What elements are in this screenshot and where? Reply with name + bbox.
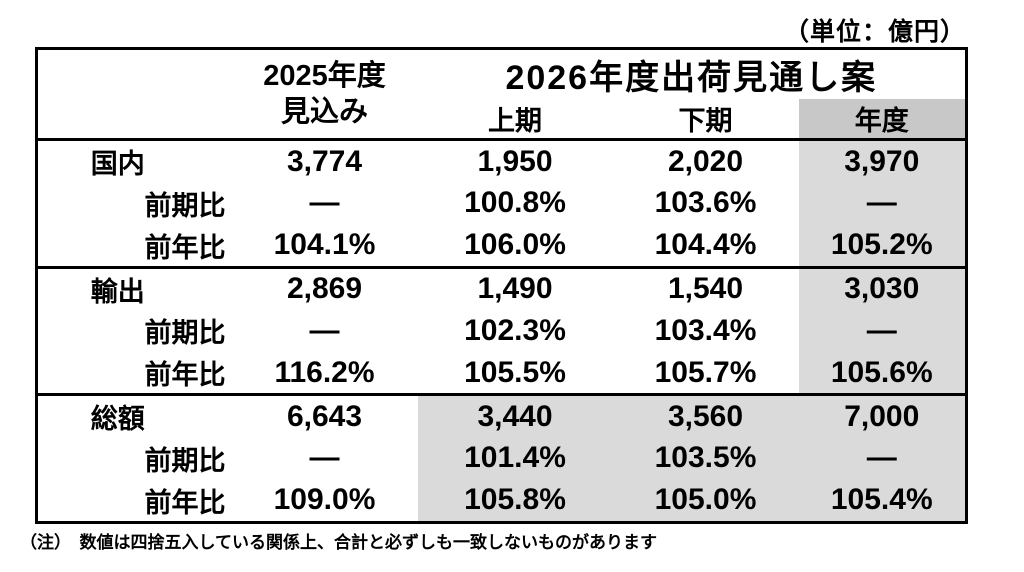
row-label-period-ratio: 前期比: [144, 190, 226, 221]
cell-h1: 100.8%: [464, 186, 566, 220]
row-label-year-ratio: 前年比: [144, 487, 226, 518]
cell-h1: 102.3%: [464, 313, 566, 347]
row-label-year-ratio: 前年比: [144, 232, 226, 263]
cell-fy2025: 6,643: [231, 393, 418, 437]
table-row: 総額 6,643 3,440 3,560 7,000: [36, 393, 967, 437]
cell-fy2025: 3,774: [231, 138, 418, 182]
cell-h2: 104.4%: [654, 228, 757, 261]
cell-fy2025: 109.0%: [273, 483, 376, 516]
cell-fy2026: —: [798, 309, 967, 352]
table-row: 前年比 109.0% 105.8% 105.0% 105.4%: [37, 479, 967, 522]
cell-h1: 105.5%: [464, 355, 566, 389]
cell-h1: 3,440: [417, 393, 613, 437]
cell-fy2026: 105.6%: [798, 352, 967, 395]
cell-fy2025: —: [309, 441, 340, 475]
header-fy2025: 2025年度 見込み: [232, 49, 418, 140]
cell-fy2025: —: [309, 186, 340, 220]
header-row-sub: 上期 下期 年度: [37, 99, 967, 141]
table-row: 輸出 2,869 1,490 1,540 3,030: [36, 265, 967, 310]
cell-h2: 105.7%: [654, 355, 757, 389]
row-label-export: 輸出: [36, 265, 232, 310]
header-sub-h2: 下期: [612, 99, 799, 141]
header-row-top: 2025年度 見込み 2026年度出荷見通し案: [37, 49, 967, 128]
cell-h1: 105.8%: [417, 479, 613, 522]
header-sub-h1: 上期: [417, 99, 613, 141]
row-label-domestic: 国内: [36, 138, 232, 182]
table-row: 国内 3,774 1,950 2,020 3,970: [36, 138, 967, 182]
cell-h1: 106.0%: [464, 228, 566, 261]
table-row: 前年比 116.2% 105.5% 105.7% 105.6%: [37, 352, 967, 395]
header-fy2025-line2: 見込み: [280, 96, 368, 128]
cell-fy2026: 105.2%: [798, 224, 967, 267]
cell-fy2025: —: [309, 313, 340, 347]
cell-h2: 103.6%: [654, 186, 757, 220]
row-label-period-ratio: 前期比: [144, 445, 226, 476]
cell-fy2026: —: [798, 182, 967, 225]
header-fy2025-line1: 2025年度: [263, 59, 386, 92]
header-sub-fy: 年度: [798, 99, 967, 141]
cell-fy2025: 104.1%: [273, 228, 376, 261]
header-fy2026-group: 2026年度出荷見通し案: [505, 59, 878, 97]
cell-fy2025: 116.2%: [274, 355, 375, 389]
cell-fy2026: 105.4%: [798, 479, 967, 522]
cell-h2: 103.4%: [654, 313, 757, 347]
cell-h1: 101.4%: [417, 437, 613, 480]
shipment-forecast-table: 2025年度 見込み 2026年度出荷見通し案 上期 下期 年度 国内 3,77…: [35, 47, 969, 524]
unit-note: （単位：億円）: [783, 18, 966, 46]
cell-h2: 3,560: [612, 393, 799, 437]
cell-h1: 1,490: [417, 265, 613, 310]
cell-fy2026: 3,970: [798, 138, 967, 182]
cell-h2: 103.5%: [612, 437, 799, 480]
cell-fy2026: —: [798, 437, 967, 480]
footer-note: （注） 数値は四捨五入している関係上、合計と必ずしも一致しないものがあります: [20, 533, 657, 552]
cell-fy2026: 3,030: [798, 265, 967, 310]
cell-h2: 1,540: [612, 265, 799, 310]
row-label-period-ratio: 前期比: [144, 318, 226, 349]
cell-h2: 105.0%: [612, 479, 799, 522]
cell-fy2026: 7,000: [798, 393, 967, 437]
row-label-total: 総額: [36, 393, 232, 437]
cell-fy2025: 2,869: [231, 265, 418, 310]
table-row: 前期比 — 101.4% 103.5% —: [37, 437, 967, 480]
table-row: 前期比 — 100.8% 103.6% —: [37, 182, 967, 225]
row-label-year-ratio: 前年比: [144, 360, 226, 390]
table-row: 前期比 — 102.3% 103.4% —: [37, 309, 967, 352]
header-blank-cell: [37, 49, 232, 140]
cell-h1: 1,950: [417, 138, 613, 182]
table-row: 前年比 104.1% 106.0% 104.4% 105.2%: [37, 224, 967, 267]
cell-h2: 2,020: [612, 138, 799, 182]
